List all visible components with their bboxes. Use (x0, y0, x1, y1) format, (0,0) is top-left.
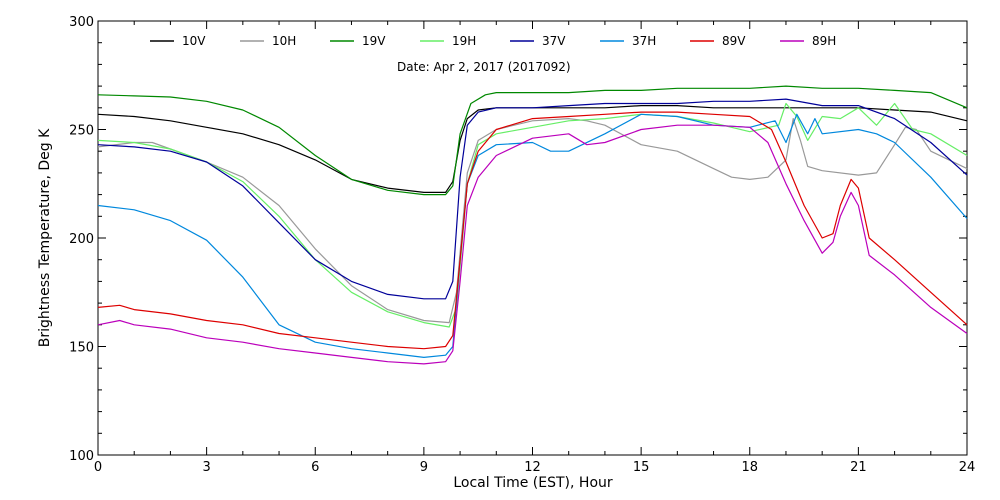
series-line-89h (97, 124, 968, 365)
x-tick-label: 21 (850, 460, 867, 475)
x-axis-title: Local Time (EST), Hour (453, 475, 613, 491)
y-tick-label: 150 (69, 341, 94, 356)
series-line-37h (97, 113, 968, 358)
x-tick-label: 0 (94, 460, 102, 475)
legend-label-37h: 37H (632, 34, 656, 48)
x-tick-label: 3 (202, 460, 210, 475)
legend-label-19h: 19H (452, 34, 476, 48)
x-tick-label: 15 (633, 460, 650, 475)
x-tick-label: 18 (741, 460, 758, 475)
y-tick-label: 100 (69, 449, 94, 464)
legend-label-19v: 19V (362, 34, 386, 48)
series-line-19h (97, 102, 968, 328)
legend-label-89v: 89V (722, 34, 746, 48)
x-tick-label: 6 (311, 460, 319, 475)
series-line-10v (97, 105, 968, 193)
y-tick-label: 250 (69, 124, 94, 139)
legend-label-37v: 37V (542, 34, 566, 48)
legend-label-89h: 89H (812, 34, 836, 48)
x-tick-label: 24 (959, 460, 976, 475)
series-line-89v (97, 111, 968, 350)
date-annotation: Date: Apr 2, 2017 (2017092) (397, 60, 571, 74)
series-line-37v (97, 98, 968, 300)
y-axis-title: Brightness Temperature, Deg K (37, 128, 53, 347)
y-tick-label: 300 (69, 15, 94, 30)
plot-frame (97, 20, 968, 456)
x-tick-label: 9 (420, 460, 428, 475)
legend-label-10v: 10V (182, 34, 206, 48)
y-tick-label: 200 (69, 232, 94, 247)
legend-label-10h: 10H (272, 34, 296, 48)
series-line-10h (97, 118, 968, 324)
series-line-19v (97, 85, 968, 196)
x-tick-label: 12 (524, 460, 541, 475)
